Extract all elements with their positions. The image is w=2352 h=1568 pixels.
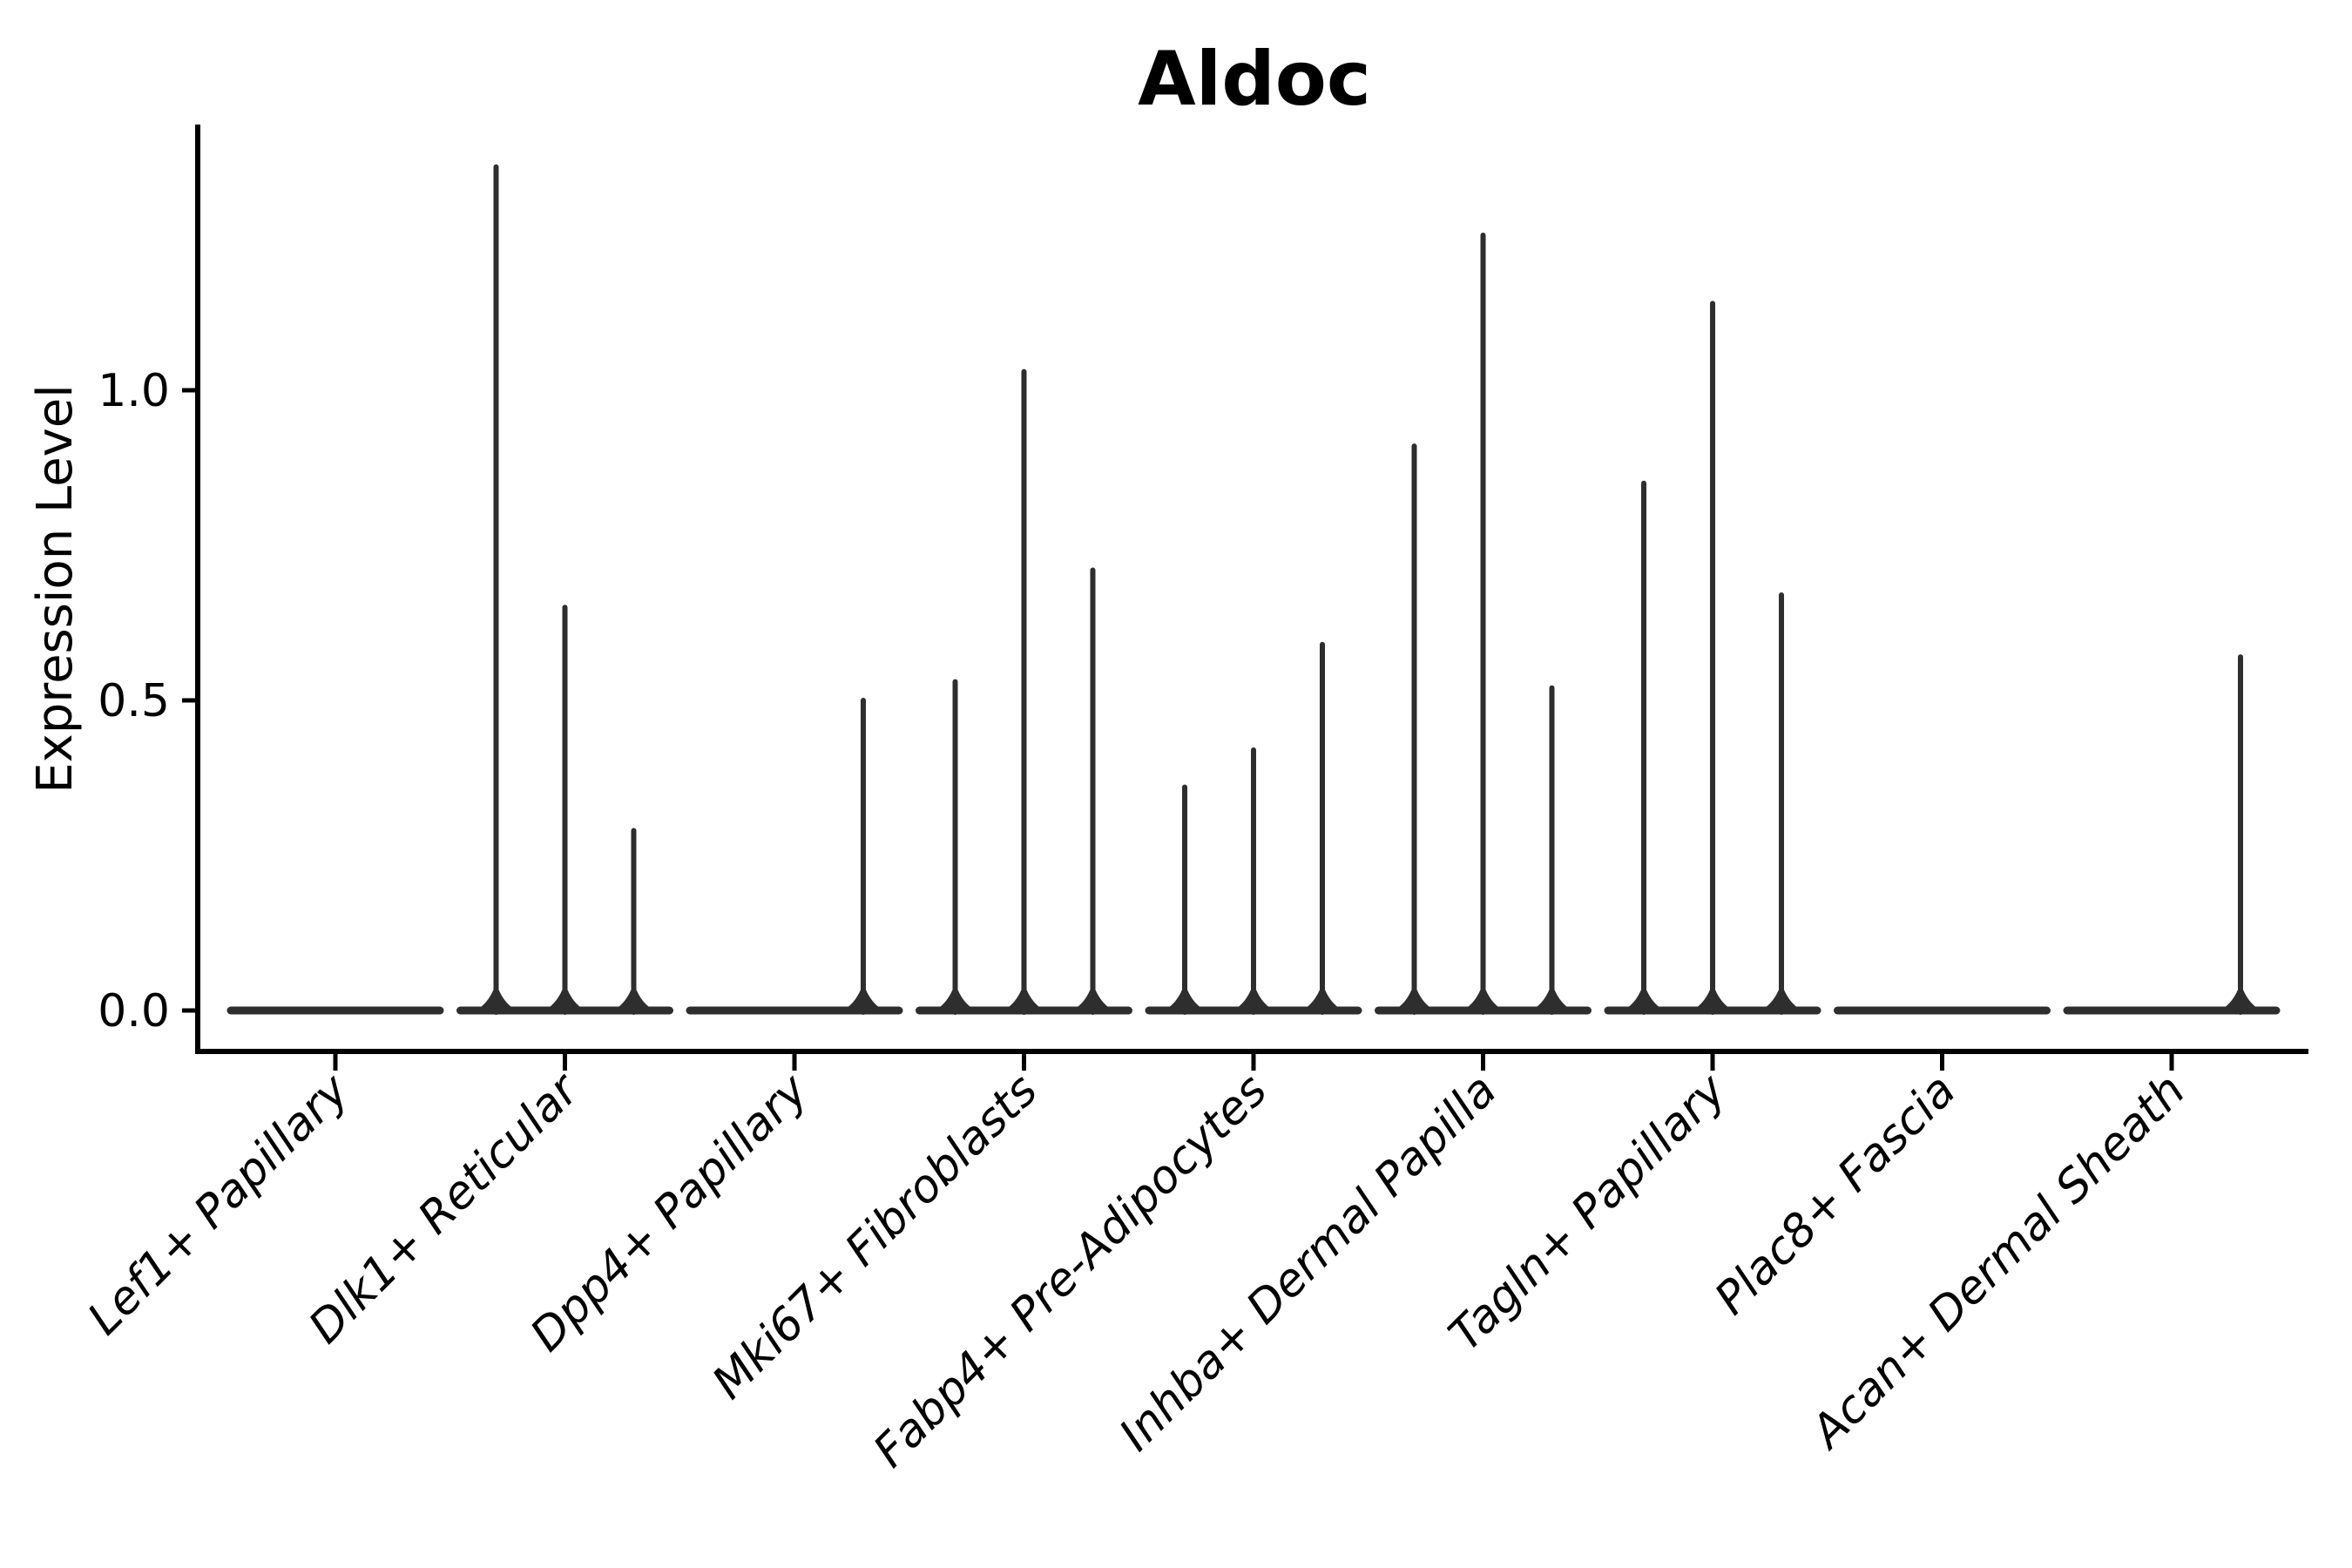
x-tick-label: Plac8+ Fascia bbox=[1705, 1064, 1965, 1325]
y-tick-label: 1.0 bbox=[98, 365, 170, 417]
violin-group bbox=[456, 164, 673, 1015]
violin-group bbox=[916, 368, 1132, 1015]
chart-title: Aldoc bbox=[1138, 36, 1371, 123]
violin-group bbox=[1604, 301, 1821, 1015]
violins-layer bbox=[226, 164, 2281, 1015]
x-tick-label: Fabp4+ Pre-Adipocytes bbox=[864, 1064, 1278, 1478]
violin-group bbox=[1375, 233, 1592, 1015]
y-tick-label: 0.0 bbox=[98, 985, 170, 1037]
y-tick-label: 0.5 bbox=[98, 675, 170, 727]
violin-group bbox=[686, 698, 903, 1015]
x-tick-label: Inhba+ Dermal Papilla bbox=[1110, 1064, 1507, 1462]
y-ticks: 0.0 0.5 1.0 bbox=[98, 365, 198, 1037]
x-tick-label: Acan+ Dermal Sheath bbox=[1800, 1064, 2195, 1460]
y-axis-label: Expression Level bbox=[27, 384, 84, 794]
violin-group bbox=[2063, 654, 2281, 1015]
violin-group bbox=[1145, 641, 1362, 1015]
